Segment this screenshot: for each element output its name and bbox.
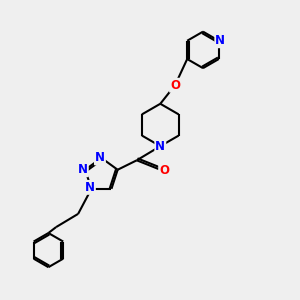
Text: N: N bbox=[85, 181, 95, 194]
Text: N: N bbox=[78, 163, 88, 176]
Text: N: N bbox=[155, 140, 165, 153]
Text: O: O bbox=[170, 79, 180, 92]
Text: N: N bbox=[215, 34, 225, 47]
Text: N: N bbox=[95, 152, 105, 164]
Text: O: O bbox=[159, 164, 169, 177]
